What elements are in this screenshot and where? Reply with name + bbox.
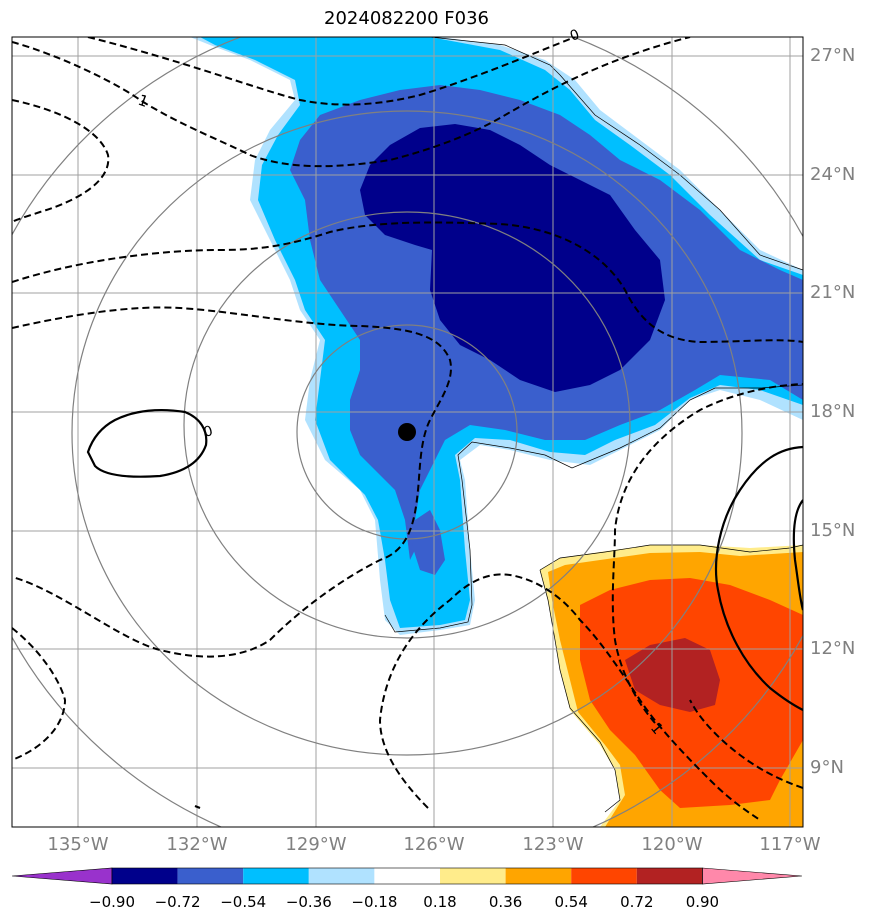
colorbar-label: 0.90: [685, 893, 720, 911]
longitude-label: 120°W: [641, 834, 703, 855]
longitude-label: 117°W: [759, 834, 821, 855]
longitude-label: 132°W: [166, 834, 228, 855]
dashed-contours: [12, 37, 803, 821]
colorbar-label: −0.18: [351, 893, 398, 911]
colorbar-segment: [177, 868, 244, 884]
latitude-label: 24°N: [810, 164, 856, 185]
colorbar-label: −0.54: [220, 893, 267, 911]
contour-label: 0: [202, 423, 215, 441]
longitude-label: 129°W: [285, 834, 347, 855]
colorbar-segment: [308, 868, 375, 884]
contour-label: 0: [568, 27, 582, 45]
contour-label: 1: [136, 91, 151, 111]
colorbar-label: −0.72: [154, 893, 201, 911]
plot-frame: [11, 36, 804, 828]
latitude-label: 15°N: [810, 520, 856, 541]
latitude-label: 12°N: [810, 638, 856, 659]
solid-contours: [86, 408, 803, 810]
colorbar-label: 0.72: [620, 893, 654, 911]
latitude-label: 27°N: [810, 45, 856, 66]
latitude-label: 18°N: [810, 401, 856, 422]
longitude-label: 123°W: [522, 834, 584, 855]
colorbar-label: 0.18: [423, 893, 457, 911]
longitude-label: 135°W: [47, 834, 109, 855]
colorbar-label: 0.36: [488, 893, 523, 911]
anomaly-region-navy: [360, 124, 665, 392]
colorbar-segment: [243, 868, 309, 884]
longitude-label: 126°W: [403, 834, 465, 855]
latitude-label: 9°N: [810, 757, 844, 778]
colorbar-segment: [112, 868, 178, 884]
latitude-label: 21°N: [810, 282, 856, 303]
colorbar-segment: [440, 868, 506, 884]
colorbar-segment: [374, 868, 440, 884]
colorbar-label: 0.54: [554, 893, 588, 911]
colorbar-segment: [505, 868, 572, 884]
colorbar-low-extension: [11, 867, 113, 885]
colorbar-label: −0.90: [89, 893, 135, 911]
colorbar-high-extension: [702, 867, 803, 885]
storm-center-marker: [398, 423, 416, 441]
map-title: 2024082200 F036: [324, 8, 489, 29]
colorbar-label: −0.36: [285, 893, 332, 911]
colorbar-segment: [571, 868, 637, 884]
colorbar: [11, 867, 803, 885]
anomaly-region-royal-blue-inner: [412, 510, 445, 575]
colorbar-segment: [636, 868, 703, 884]
